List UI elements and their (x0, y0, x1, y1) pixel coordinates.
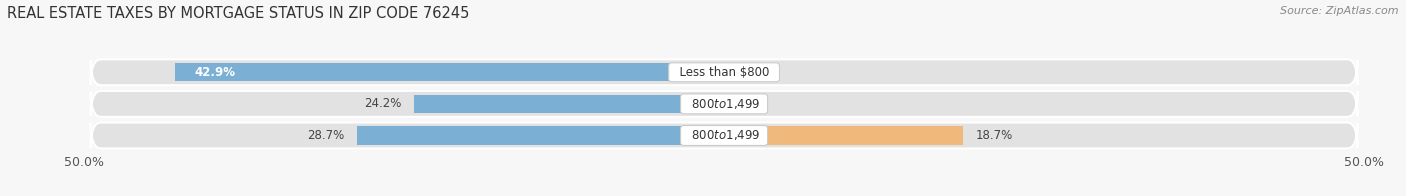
Bar (176, 63, 724, 81)
Text: $800 to $1,499: $800 to $1,499 (683, 129, 765, 142)
Legend: Without Mortgage, With Mortgage: Without Mortgage, With Mortgage (588, 194, 860, 196)
FancyBboxPatch shape (91, 59, 1357, 85)
Text: 42.9%: 42.9% (194, 66, 235, 79)
Bar (357, 126, 724, 145)
Bar (415, 95, 724, 113)
Text: 0.0%: 0.0% (737, 66, 766, 79)
Text: Less than $800: Less than $800 (672, 66, 776, 79)
Text: 28.7%: 28.7% (307, 129, 344, 142)
Text: 24.2%: 24.2% (364, 97, 402, 110)
FancyBboxPatch shape (91, 91, 1357, 117)
Text: $800 to $1,499: $800 to $1,499 (683, 97, 765, 111)
Text: 18.7%: 18.7% (976, 129, 1014, 142)
Text: 0.0%: 0.0% (737, 97, 766, 110)
Text: REAL ESTATE TAXES BY MORTGAGE STATUS IN ZIP CODE 76245: REAL ESTATE TAXES BY MORTGAGE STATUS IN … (7, 6, 470, 21)
Bar (724, 126, 963, 145)
Text: Source: ZipAtlas.com: Source: ZipAtlas.com (1281, 6, 1399, 16)
FancyBboxPatch shape (91, 122, 1357, 148)
